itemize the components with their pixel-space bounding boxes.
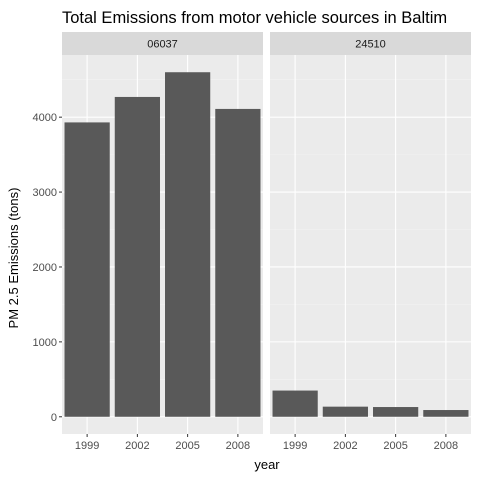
y-tick-label: 0	[51, 412, 57, 424]
facet-panel-06037: 06037 1999 2002 2005 2008	[62, 32, 263, 452]
y-tick-label: 2000	[33, 262, 57, 274]
facet-panels: 06037 1999 2002 2005 2008 24510 1999 2002 2005 20…	[62, 32, 471, 452]
x-tick-label: 2005	[175, 440, 199, 452]
bar-24510-2002	[322, 406, 368, 417]
facet-panel-24510: 24510 1999 2002 2005 2008	[270, 32, 471, 452]
y-tick-label: 4000	[33, 112, 57, 124]
y-axis-title: PM 2.5 Emissions (tons)	[6, 188, 21, 329]
x-tick-label: 2008	[226, 440, 250, 452]
facet-strip-label: 06037	[147, 39, 178, 51]
x-tick-label: 2002	[333, 440, 357, 452]
bar-24510-1999	[272, 390, 318, 417]
bar-06037-2002	[114, 96, 160, 417]
bar-24510-2008	[423, 410, 469, 417]
bar-24510-2005	[373, 407, 419, 417]
facet-strip	[270, 32, 471, 55]
y-tick-label: 1000	[33, 337, 57, 349]
bar-06037-2008	[215, 108, 261, 417]
panel-background	[270, 55, 471, 434]
chart-title: Total Emissions from motor vehicle sourc…	[62, 9, 447, 27]
y-tick-label: 3000	[33, 187, 57, 199]
x-tick-label: 2008	[434, 440, 458, 452]
facet-strip	[62, 32, 263, 55]
facet-strip-label: 24510	[355, 39, 386, 51]
bar-06037-2005	[165, 72, 211, 417]
x-tick-label: 2002	[125, 440, 149, 452]
y-axis: 0 1000 2000 3000 4000	[33, 112, 62, 424]
x-tick-label: 2005	[383, 440, 407, 452]
x-tick-label: 1999	[283, 440, 307, 452]
bar-06037-1999	[64, 122, 110, 417]
x-tick-label: 1999	[75, 440, 99, 452]
x-axis-title: year	[254, 457, 280, 472]
